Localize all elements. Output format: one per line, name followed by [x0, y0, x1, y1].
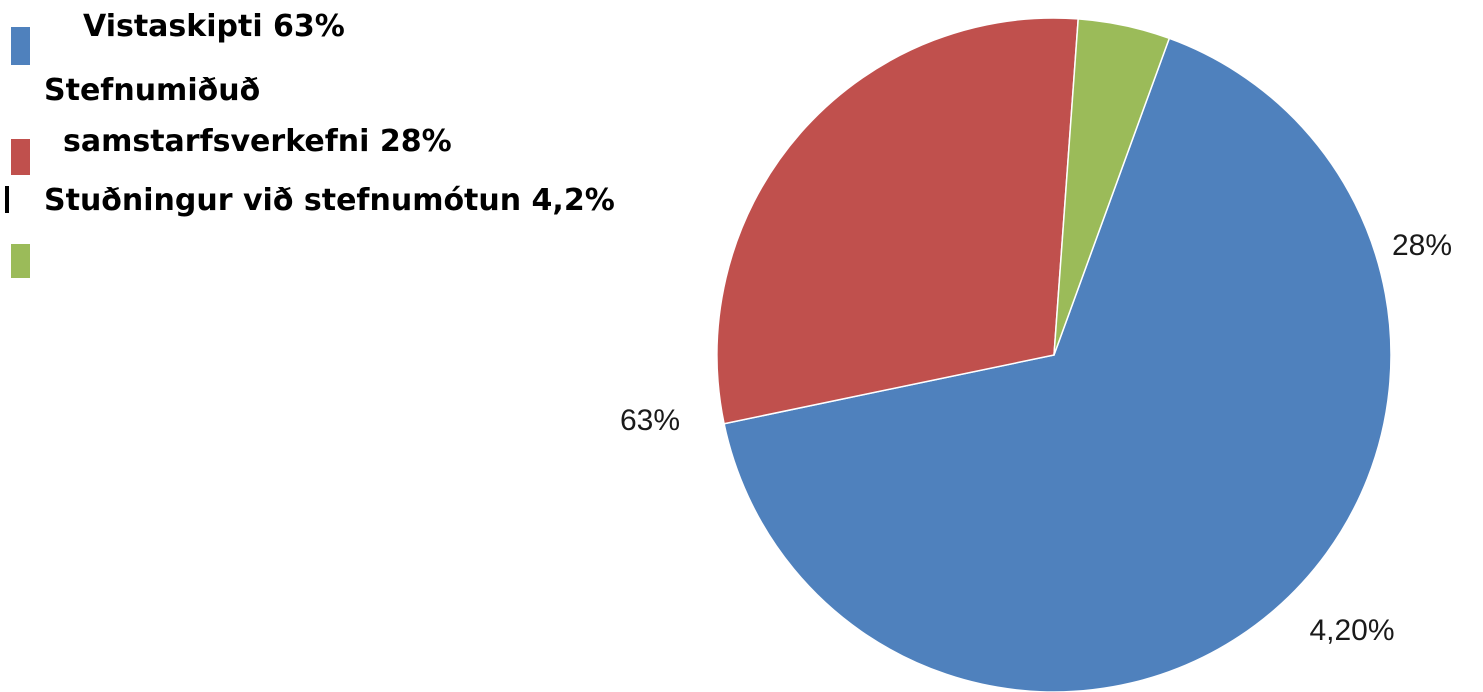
legend-swatch-studningur [11, 244, 30, 278]
pie-slice-studningur [1053, 18, 1171, 356]
pie-slice-vistaskipti [723, 37, 1392, 692]
legend-label-studningur: Stuðningur við stefnumótun 4,2% [44, 183, 615, 218]
legend-label-vistaskipti: Vistaskipti 63% [83, 9, 345, 44]
legend-swatch-stefnumidud [11, 139, 30, 175]
legend-label-stefnumidud-line2: samstarfsverkefni 28% [63, 124, 452, 159]
chart-legend: Vistaskipti 63% Stefnumiðuð samstarfsver… [0, 0, 680, 300]
data-label-stefnumidud: 28% [1392, 229, 1452, 262]
data-label-studningur: 4,20% [1309, 614, 1394, 647]
legend-swatch-vistaskipti [11, 27, 30, 65]
legend-label-stefnumidud-line1: Stefnumiðuð [44, 73, 261, 108]
legend-marker-studningur [5, 186, 9, 213]
pie-slice-stefnumidud [716, 17, 1080, 425]
data-label-vistaskipti: 63% [620, 404, 680, 437]
